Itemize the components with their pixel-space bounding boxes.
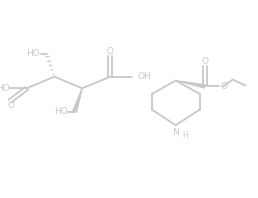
- Text: O: O: [221, 82, 228, 91]
- Polygon shape: [73, 88, 82, 112]
- Text: N: N: [172, 128, 179, 137]
- Text: O: O: [107, 47, 114, 56]
- Text: HO: HO: [54, 107, 68, 116]
- Text: H: H: [182, 131, 188, 140]
- Text: O: O: [201, 57, 208, 66]
- Text: OH: OH: [137, 72, 151, 81]
- Text: O: O: [8, 101, 15, 110]
- Polygon shape: [176, 81, 205, 88]
- Text: HO: HO: [0, 84, 10, 93]
- Text: HO: HO: [26, 50, 40, 58]
